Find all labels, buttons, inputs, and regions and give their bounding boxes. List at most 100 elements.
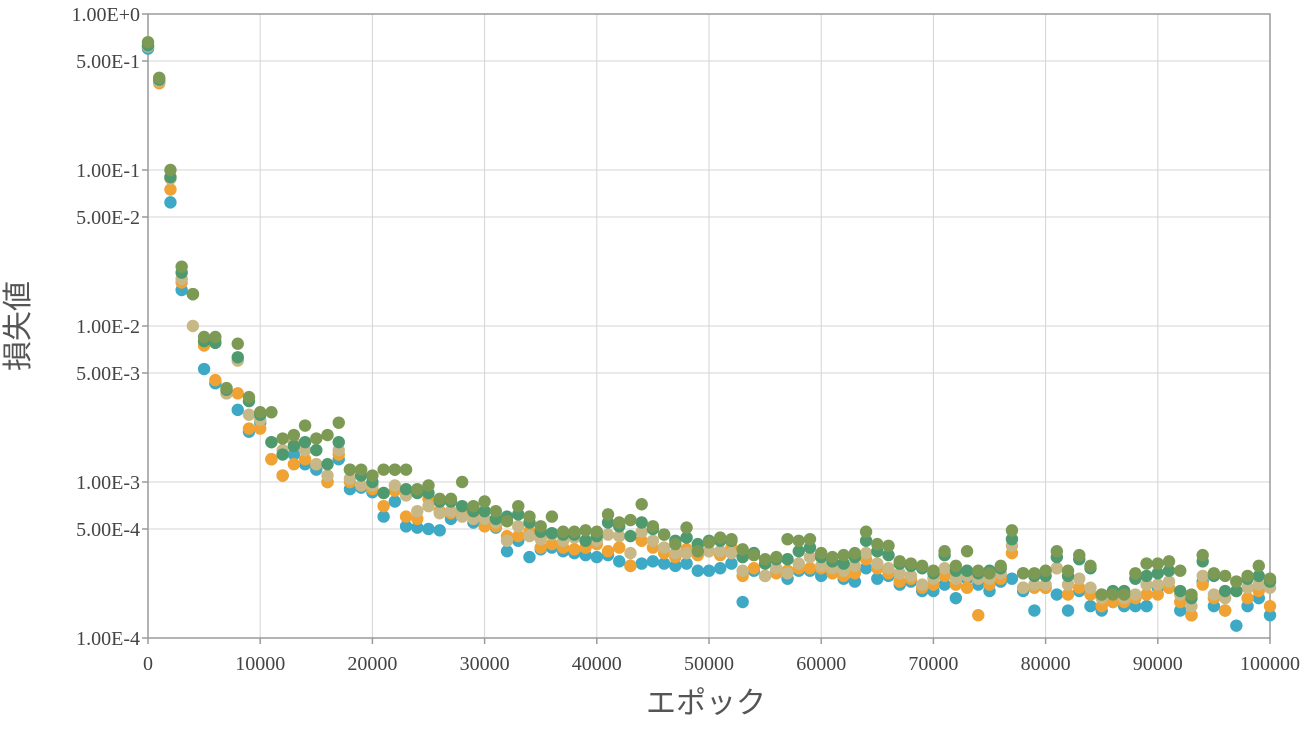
data-point [1061,578,1075,591]
data-point [242,422,256,435]
data-point [747,562,761,575]
data-point [1185,588,1198,601]
data-point [635,516,648,529]
data-point [635,557,648,570]
x-axis-tick-labels: 0 10000 20000 30000 40000 50000 60000 70000 8000… [143,653,1300,675]
data-point [310,443,323,457]
data-point [354,463,368,476]
data-point [815,559,828,573]
data-point [859,562,873,575]
data-point [265,453,278,466]
x-tick-label: 80000 [1021,653,1071,675]
data-point [298,419,312,432]
data-point [287,458,301,471]
data-point [1016,581,1030,594]
data-point [231,403,244,417]
data-point [523,529,536,543]
data-point [680,557,693,570]
data-point [792,545,805,558]
data-point [422,522,435,536]
data-point [949,559,963,573]
data-point [1241,569,1254,583]
data-point [377,463,390,476]
data-point [1252,569,1265,583]
data-point [512,520,525,533]
data-point [287,439,301,453]
data-point [1005,572,1019,585]
data-point [1230,619,1243,632]
data-point [624,513,637,527]
y-tick-label: 1.00E-1 [76,160,140,182]
data-point [826,550,839,564]
data-point [1016,567,1030,580]
data-point [433,524,446,537]
data-point [1174,604,1187,617]
data-point [422,479,435,492]
x-tick-label: 0 [143,653,153,675]
data-point [512,499,525,513]
data-point [512,529,525,543]
data-point [1117,588,1131,601]
data-point [1140,588,1153,601]
data-point [736,543,749,556]
data-point [1129,567,1142,580]
data-point [254,406,267,419]
data-point [613,541,626,554]
data-point [1151,588,1165,601]
data-point [1028,578,1041,591]
data-point [893,567,906,580]
data-point [321,428,334,442]
data-point [983,567,996,580]
data-point [590,550,603,564]
data-point [1162,555,1176,568]
data-point [590,525,603,538]
data-point [287,428,301,442]
data-point [1073,572,1086,585]
data-point [657,528,671,541]
data-point [523,510,536,523]
x-tick-label: 30000 [460,653,510,675]
y-tick-label: 1.00E-2 [76,316,140,338]
data-point [1162,564,1176,577]
data-point [141,35,155,49]
data-point [388,495,402,508]
data-point [197,330,211,344]
data-point [399,510,413,523]
data-point [1185,609,1198,622]
data-point [747,548,761,562]
data-point [500,545,514,558]
data-point [254,422,267,435]
data-point [455,475,469,489]
data-point [298,453,312,466]
data-point [276,469,289,482]
data-point [310,432,323,445]
data-point [702,545,716,558]
data-point [736,595,749,609]
data-point [714,562,727,575]
data-point [624,559,637,573]
data-point [669,537,682,551]
data-point [321,469,334,482]
data-point [691,545,704,558]
data-point [859,546,873,560]
data-point [781,532,794,546]
data-point [927,564,940,577]
y-tick-label: 5.00E-2 [76,207,140,229]
data-point [624,529,637,543]
data-point [231,351,244,364]
data-point [287,448,301,461]
data-point [1073,581,1086,594]
data-point [276,448,289,461]
data-point [859,534,873,547]
data-point [960,581,974,594]
data-point [1028,604,1041,617]
x-tick-label: 50000 [684,653,734,675]
data-point [1241,591,1254,605]
data-point [837,548,850,562]
data-point [231,387,244,400]
data-point [601,545,615,558]
data-point [186,287,200,301]
data-point [478,504,491,518]
data-point [1207,567,1221,580]
data-point [1140,599,1153,613]
